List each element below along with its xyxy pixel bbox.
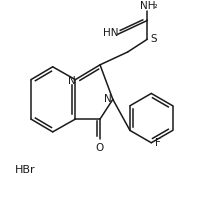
Text: F: F [155,138,160,148]
Text: HBr: HBr [15,165,36,175]
Text: ₂: ₂ [153,1,156,10]
Text: HN: HN [103,28,118,38]
Text: N: N [103,94,111,104]
Text: N: N [67,76,75,86]
Text: NH: NH [139,1,154,11]
Text: S: S [149,34,156,44]
Text: O: O [95,143,103,153]
